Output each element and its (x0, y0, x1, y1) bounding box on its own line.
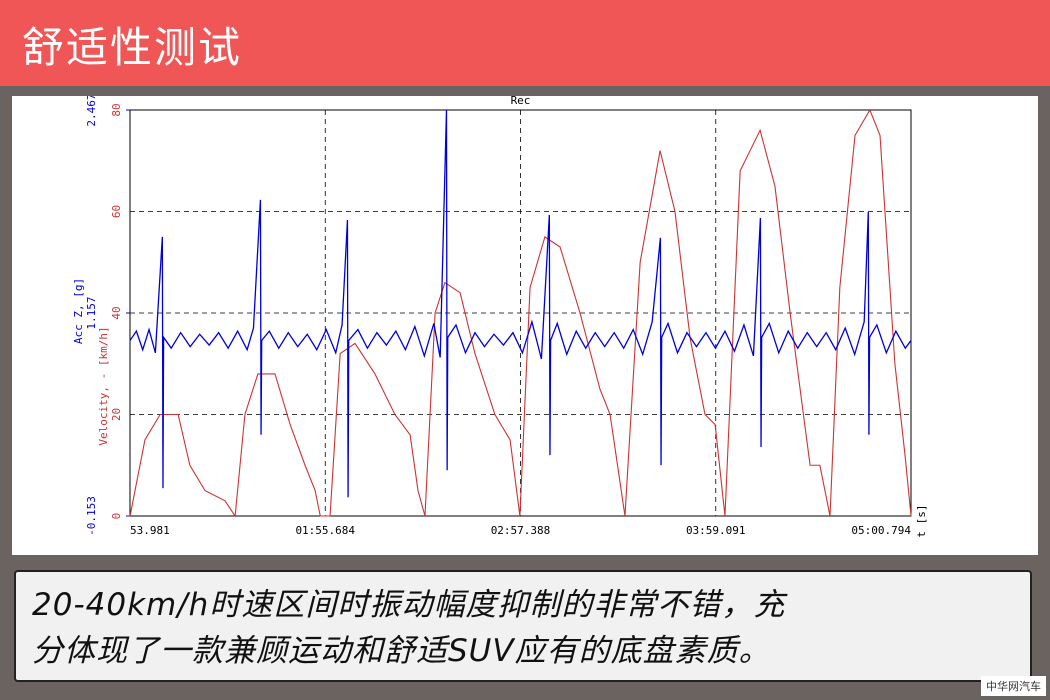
y-tick-label: 0 (110, 513, 123, 520)
x-tick-label: 05:00.794 (851, 524, 911, 537)
y-axis-title: Velocity, - [km/h] (97, 326, 110, 445)
caption-box: 20-40km/h时速区间时振动幅度抑制的非常不错，充 分体现了一款兼顾运动和舒… (14, 570, 1032, 682)
data-line (129, 108, 912, 518)
slide-title: 舒适性测试 (22, 23, 243, 72)
x-tick-label: 03:59.091 (686, 524, 746, 537)
header-bar: 舒适性测试 (0, 0, 1050, 86)
x-tick-label: 53.981 (130, 524, 170, 537)
y-tick-label: 80 (110, 103, 123, 116)
y2-tick-label: 2.467 (85, 96, 98, 127)
y2-tick-label: -0.153 (85, 496, 98, 536)
chart: Rec 0 20 40 60 80 -0.153 1.157 2.467 53.981 01:55.… (72, 93, 928, 537)
x-tick-label: 01:55.684 (295, 524, 355, 537)
chart-title: Rec (511, 96, 531, 107)
caption-line: 分体现了一款兼顾运动和舒适SUV应有的底盘素质。 (32, 633, 771, 669)
y-tick-label: 60 (110, 205, 123, 218)
x-tick-label: 02:57.388 (491, 524, 551, 537)
x-axis-title: t [s] (915, 504, 928, 537)
y-tick-label: 20 (110, 408, 123, 421)
chart-panel: Rec 0 20 40 60 80 -0.153 1.157 2.467 53.981 01:55.… (12, 93, 1038, 555)
y-tick-label: 40 (110, 306, 123, 319)
y2-axis-title: Acc Z, [g] (72, 278, 85, 344)
y2-tick-label: 1.157 (85, 296, 98, 329)
data-line (129, 109, 912, 498)
watermark: 中华网汽车 (981, 676, 1046, 696)
caption-line: 20-40km/h时速区间时振动幅度抑制的非常不错，充 (32, 587, 786, 623)
